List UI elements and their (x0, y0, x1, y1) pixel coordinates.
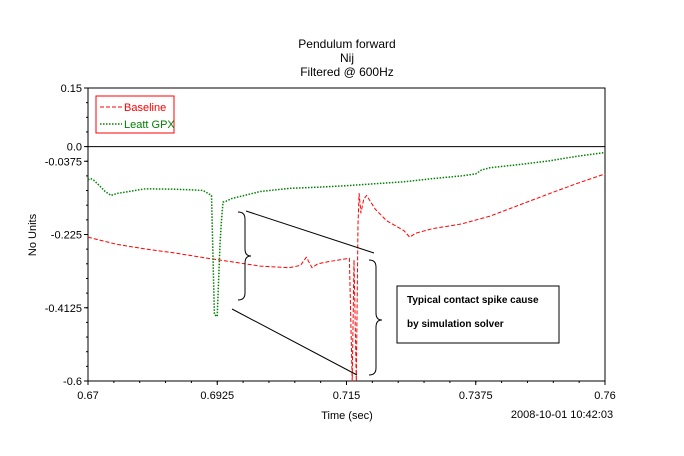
x-tick-label: 0.67 (77, 390, 98, 402)
legend-label-baseline: Baseline (124, 102, 166, 114)
y-tick-label: -0.6 (63, 376, 82, 388)
y-axis-label: No Units (27, 213, 39, 256)
y-axis: 0.15 0.0 -0.0375 -0.225 -0.4125 -0.6 (45, 83, 88, 388)
chart-title-line-3: Filtered @ 600Hz (300, 65, 394, 79)
annotation-line-1: Typical contact spike cause (407, 295, 539, 306)
x-tick-label: 0.715 (333, 390, 361, 402)
annotation-line-2: by simulation solver (407, 319, 504, 330)
spike-annotation: Typical contact spike cause by simulatio… (231, 210, 560, 376)
chart-title-line-2: Nij (340, 51, 354, 65)
pointer-line-upper (245, 210, 375, 254)
x-axis: 0.67 0.6925 0.715 0.7375 0.76 (77, 381, 616, 402)
legend-label-leatt: Leatt GPX (124, 119, 175, 131)
legend-box (95, 95, 175, 134)
y-tick-label: 0.15 (61, 83, 82, 95)
series-layer (87, 151, 606, 382)
y-tick-label: -0.0375 (45, 156, 82, 168)
left-brace (237, 211, 252, 301)
x-tick-label: 0.7375 (459, 390, 493, 402)
chart-title-line-1: Pendulum forward (298, 37, 395, 51)
x-axis-label: Time (sec) (321, 410, 373, 422)
series-line-baseline (87, 173, 606, 382)
y-tick-label: -0.225 (51, 230, 82, 242)
x-tick-label: 0.6925 (200, 390, 234, 402)
right-brace (368, 259, 383, 376)
timestamp: 2008-10-01 10:42:03 (511, 409, 613, 421)
series-line-leatt-gpx (87, 151, 606, 318)
x-tick-label: 0.76 (594, 390, 615, 402)
y-tick-label: 0.0 (67, 142, 82, 154)
pointer-line-lower (231, 308, 358, 376)
y-tick-label: -0.4125 (45, 303, 82, 315)
legend: Baseline Leatt GPX (95, 95, 175, 134)
annotation-box (396, 285, 560, 344)
